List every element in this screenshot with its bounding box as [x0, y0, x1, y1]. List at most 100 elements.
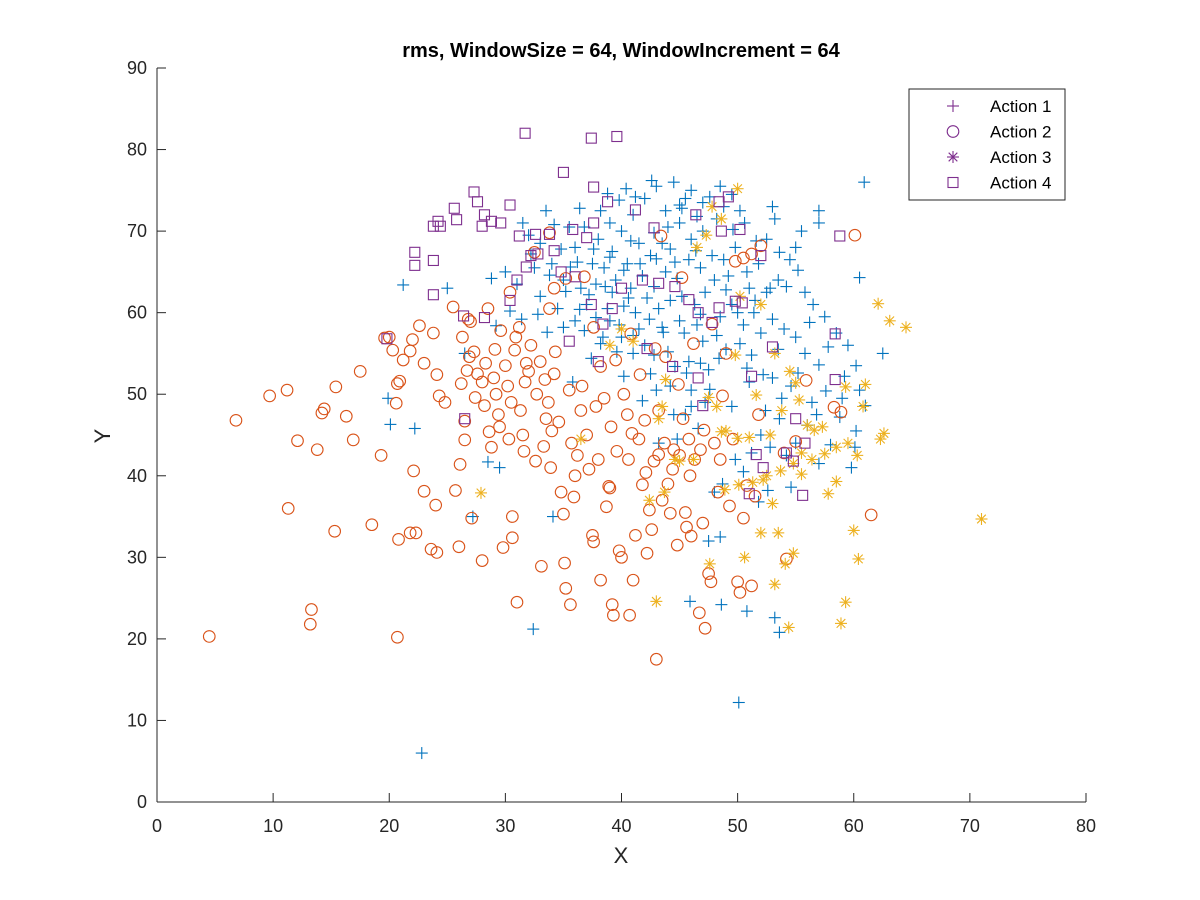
legend-label: Action 4	[990, 174, 1051, 193]
series-4	[381, 127, 846, 501]
data-point	[876, 347, 889, 360]
data-point	[737, 318, 750, 331]
data-point	[632, 237, 645, 250]
data-point	[768, 578, 781, 591]
data-point	[610, 345, 623, 358]
data-point	[615, 550, 628, 564]
data-point	[757, 368, 770, 381]
data-point	[656, 321, 669, 334]
data-point	[544, 461, 558, 474]
data-point	[478, 312, 491, 324]
data-point	[429, 498, 443, 512]
data-point	[632, 432, 646, 446]
data-point	[812, 216, 825, 229]
data-point	[650, 180, 663, 193]
data-point	[427, 254, 439, 267]
data-point	[475, 554, 489, 567]
data-point	[690, 241, 703, 254]
data-point	[648, 342, 662, 355]
legend-item: Action 2	[946, 123, 1051, 142]
data-point	[636, 478, 649, 492]
data-point	[679, 506, 692, 519]
data-point	[702, 391, 715, 404]
data-point	[787, 455, 799, 467]
data-point	[602, 480, 616, 493]
data-point	[766, 497, 779, 510]
data-point	[726, 223, 739, 236]
data-point	[478, 399, 491, 412]
data-point	[777, 446, 791, 460]
data-point	[543, 302, 556, 315]
data-point	[703, 557, 716, 570]
data-point	[430, 546, 444, 559]
data-point	[303, 617, 317, 631]
data-point	[754, 298, 767, 311]
data-point	[745, 579, 758, 593]
y-tick-label: 60	[127, 303, 147, 323]
data-point	[718, 483, 731, 496]
data-point	[563, 221, 576, 234]
data-point	[533, 355, 547, 368]
data-point	[778, 322, 791, 335]
data-point	[737, 465, 750, 478]
data-point	[692, 372, 704, 384]
data-point	[613, 194, 626, 207]
data-point	[391, 630, 404, 644]
data-point	[598, 261, 611, 274]
data-point	[754, 239, 768, 253]
y-tick-label: 90	[127, 58, 147, 78]
legend-item: Action 3	[947, 148, 1051, 167]
data-point	[547, 367, 561, 381]
data-point	[652, 302, 665, 315]
data-point	[389, 396, 403, 410]
data-point	[852, 552, 865, 565]
series-3	[474, 182, 988, 634]
data-point	[636, 274, 648, 286]
data-point	[515, 313, 528, 326]
x-tick-label: 30	[495, 816, 515, 836]
data-point	[754, 526, 767, 539]
data-point	[546, 510, 559, 523]
data-point	[594, 573, 607, 587]
data-point	[706, 316, 718, 329]
data-point	[403, 344, 417, 358]
data-point	[761, 484, 774, 497]
data-point	[591, 453, 605, 466]
data-point	[479, 356, 492, 370]
data-point	[528, 261, 541, 274]
data-point	[764, 282, 777, 295]
data-point	[547, 281, 561, 295]
data-point	[795, 225, 808, 238]
data-point	[391, 377, 404, 390]
legend-item: Action 1	[947, 97, 1051, 116]
data-point	[621, 257, 634, 270]
data-point	[501, 379, 515, 393]
data-point	[793, 393, 806, 406]
data-point	[587, 535, 600, 549]
data-point	[874, 433, 887, 446]
data-point	[673, 455, 686, 468]
data-point	[606, 303, 618, 315]
data-point	[494, 324, 508, 337]
data-point	[666, 462, 679, 476]
data-point	[530, 228, 542, 240]
data-point	[673, 199, 686, 212]
data-point	[883, 314, 896, 327]
data-point	[534, 290, 547, 303]
data-point	[508, 343, 522, 357]
data-point	[746, 370, 758, 382]
data-point	[745, 349, 758, 362]
data-point	[564, 598, 577, 611]
data-point	[859, 399, 872, 412]
data-point	[545, 257, 558, 270]
data-point	[841, 339, 854, 352]
data-point	[661, 221, 674, 234]
data-point	[489, 387, 503, 401]
data-point	[795, 468, 808, 481]
data-point	[535, 559, 548, 573]
data-point	[644, 367, 657, 380]
data-point	[617, 264, 630, 277]
data-point	[847, 524, 860, 537]
data-point	[657, 326, 670, 339]
y-axis-label: Y	[90, 428, 115, 443]
